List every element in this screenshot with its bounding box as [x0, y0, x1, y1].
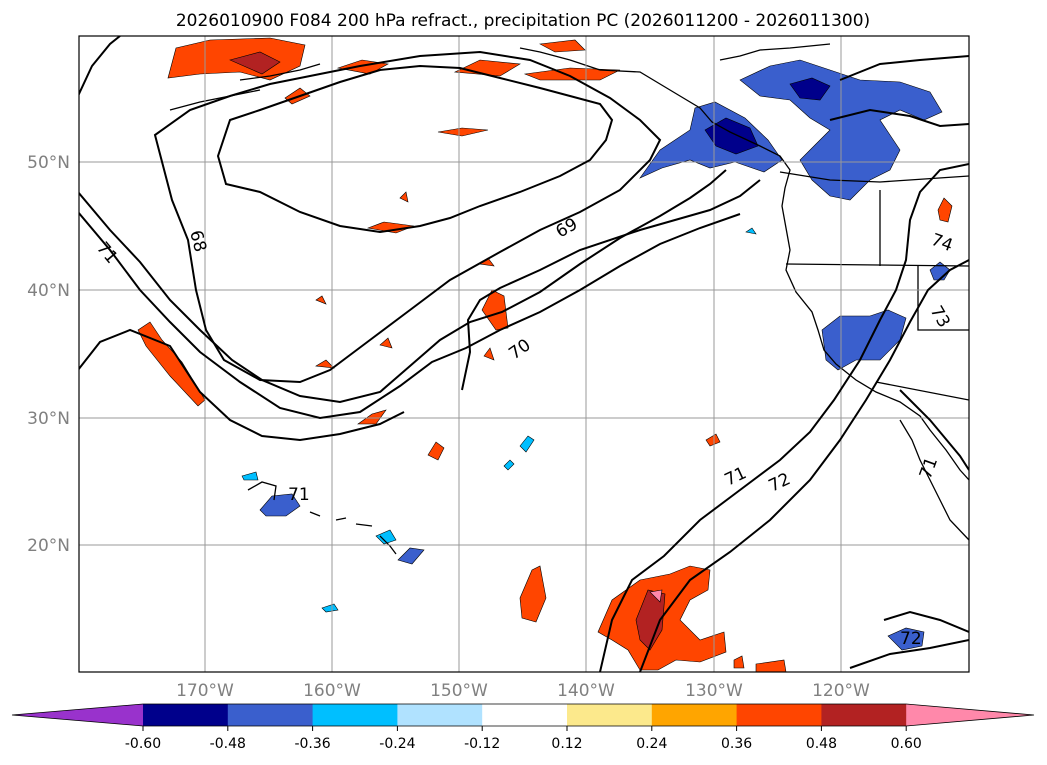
- colorbar-bin: [227, 704, 314, 726]
- colorbar-bin: [312, 704, 398, 726]
- colorbar-bin: [821, 704, 907, 726]
- contour-label: 71: [288, 485, 310, 505]
- lon-label: 150°W: [430, 681, 488, 701]
- colorbar: -0.60 -0.48 -0.36 -0.24 -0.12 0.12 0.24 0.36 0.4…: [11, 703, 1035, 752]
- colorbar-tick-label: -0.48: [210, 736, 246, 752]
- contour-label: 72: [900, 629, 922, 649]
- colorbar-bin: [567, 704, 653, 726]
- colorbar-bin: [651, 704, 738, 726]
- lon-label: 140°W: [557, 681, 615, 701]
- lon-label: 160°W: [303, 681, 361, 701]
- latitude-labels: 50°N 40°N 30°N 20°N: [27, 153, 70, 556]
- colorbar-bin: [143, 704, 229, 726]
- colorbar-tick-label: -0.12: [464, 736, 500, 752]
- colorbar-ticks: -0.60 -0.48 -0.36 -0.24 -0.12 0.12 0.24 0.36 0.4…: [125, 726, 922, 752]
- coastlines: [169, 43, 969, 555]
- colorbar-tick-label: -0.36: [294, 736, 330, 752]
- colorbar-tick-label: -0.24: [379, 736, 415, 752]
- colorbar-bin: [736, 704, 822, 726]
- lon-label: 170°W: [176, 681, 234, 701]
- colorbar-tick-label: 0.48: [806, 736, 837, 752]
- lon-label: 120°W: [812, 681, 870, 701]
- lon-label: 130°W: [685, 681, 743, 701]
- map-area: 68 69 70 71 71 72 73 74 71 71 72: [79, 36, 969, 672]
- positive-precip-patches: [137, 37, 953, 672]
- colorbar-bin: [482, 704, 568, 726]
- refractivity-contours: [79, 36, 969, 672]
- colorbar-tick-label: 0.24: [636, 736, 667, 752]
- colorbar-tick-label: -0.60: [125, 736, 161, 752]
- colorbar-segments: [12, 704, 1034, 726]
- colorbar-bin: [397, 704, 483, 726]
- lat-label: 30°N: [27, 409, 70, 429]
- colorbar-extend-low: [12, 704, 143, 726]
- colorbar-tick-label: 0.60: [891, 736, 922, 752]
- lat-label: 50°N: [27, 153, 70, 173]
- colorbar-extend-high: [906, 704, 1034, 726]
- figure-title: 2026010900 F084 200 hPa refract., precip…: [176, 11, 870, 31]
- lat-label: 20°N: [27, 536, 70, 556]
- colorbar-tick-label: 0.12: [551, 736, 582, 752]
- lat-label: 40°N: [27, 281, 70, 301]
- map-frame: [78, 35, 970, 673]
- longitude-labels: 170°W 160°W 150°W 140°W 130°W 120°W: [176, 681, 870, 701]
- colorbar-tick-label: 0.36: [721, 736, 752, 752]
